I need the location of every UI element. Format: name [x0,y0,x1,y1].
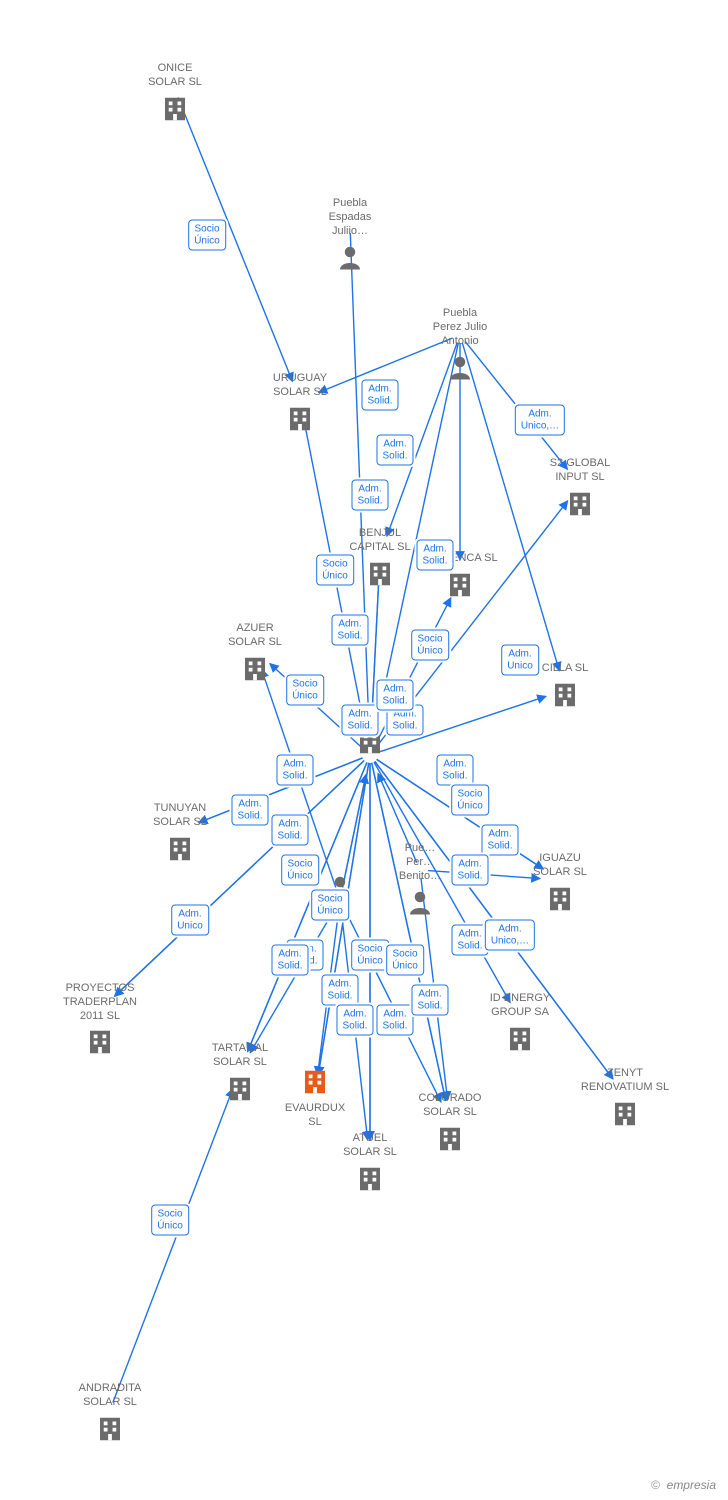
edge-label: Adm.Solid. [271,945,308,976]
node-label: URUGUAY SOLAR SL [255,372,345,400]
edge-label: SocioÚnico [188,220,226,251]
edge-label: SocioÚnico [151,1205,189,1236]
node-label: TUNUYAN SOLAR SL [135,802,225,830]
edge-label: Adm.Solid. [451,925,488,956]
company-icon [445,570,475,605]
edge-line [372,763,446,1101]
edge-label: SocioÚnico [351,940,389,971]
node-proyectos[interactable]: PROYECTOS TRADERPLAN 2011 SL [55,982,145,1062]
edge-label: SocioÚnico [286,675,324,706]
edge-label: Adm.Solid. [481,825,518,856]
node-label: ANDRADITA SOLAR SL [65,1382,155,1410]
node-label: ATUEL SOLAR SL [325,1132,415,1160]
edge-label: Adm.Solid. [376,1005,413,1036]
edge-label: SocioÚnico [411,630,449,661]
edge-label: SocioÚnico [311,890,349,921]
node-puebla_per[interactable]: Puebla Perez Julio Antonio [415,307,505,387]
company-icon [355,1164,385,1199]
edge-label: Adm.Unico [501,645,539,676]
node-label: IGUAZU SOLAR SL [515,852,605,880]
company-icon [285,404,315,439]
node-evaurdux[interactable]: EVAURDUX SL [270,1067,360,1134]
edge-label: Adm.Solid. [276,755,313,786]
node-puebla_esp[interactable]: Puebla Espadas Juliio… [305,197,395,277]
company-icon [545,884,575,919]
company-icon [505,1024,535,1059]
person-icon [405,887,435,922]
edge-label: Adm.Solid. [341,705,378,736]
node-label: Puebla Espadas Juliio… [305,197,395,238]
watermark: © empresia [651,1478,716,1492]
node-s2global[interactable]: S2 GLOBAL INPUT SL [535,457,625,524]
edge-label: Adm.Unico,… [485,920,535,951]
node-label: COLORADO SOLAR SL [405,1092,495,1120]
person-icon [445,352,475,387]
company-icon [365,559,395,594]
edge-label: SocioÚnico [451,785,489,816]
edge-line [113,1089,233,1403]
node-label: Puebla Perez Julio Antonio [415,307,505,348]
edge-label: Adm.Unico [171,905,209,936]
person-icon [335,242,365,277]
company-icon [610,1099,640,1134]
company-icon [85,1027,115,1062]
edge-line [372,763,446,1101]
node-label: TARTAGAL SOLAR SL [195,1042,285,1070]
company-icon [550,680,580,715]
node-label: BENJUL CAPITAL SL [335,527,425,555]
company-icon [225,1074,255,1109]
node-colorado[interactable]: COLORADO SOLAR SL [405,1092,495,1159]
node-uruguay[interactable]: URUGUAY SOLAR SL [255,372,345,439]
edge-label: SocioÚnico [386,945,424,976]
watermark-brand: empresia [667,1478,716,1492]
edge-label: Adm.Solid. [416,540,453,571]
edge-label: Adm.Solid. [321,975,358,1006]
node-andradita[interactable]: ANDRADITA SOLAR SL [65,1382,155,1449]
company-icon [240,654,270,689]
edge-label: Adm.Solid. [271,815,308,846]
node-label: ZENYT RENOVATIUM SL [580,1067,670,1095]
edge-label: Adm.Solid. [336,1005,373,1036]
edge-label: Adm.Unico,… [515,405,565,436]
node-onice[interactable]: ONICE SOLAR SL [130,62,220,129]
node-label: AZUER SOLAR SL [210,622,300,650]
node-iguazu[interactable]: IGUAZU SOLAR SL [515,852,605,919]
node-idenergy[interactable]: ID ENERGY GROUP SA [475,992,565,1059]
edge-label: Adm.Solid. [361,380,398,411]
company-icon [565,489,595,524]
node-zenyt[interactable]: ZENYT RENOVATIUM SL [580,1067,670,1134]
node-label: ID ENERGY GROUP SA [475,992,565,1020]
edge-label: SocioÚnico [316,555,354,586]
node-label: EVAURDUX SL [270,1102,360,1130]
edge-label: Adm.Solid. [451,855,488,886]
edge-label: Adm.Solid. [376,680,413,711]
company-icon [160,94,190,129]
edge-label: Adm.Solid. [411,985,448,1016]
edge-label: SocioÚnico [281,855,319,886]
node-atuel[interactable]: ATUEL SOLAR SL [325,1132,415,1199]
node-label: ONICE SOLAR SL [130,62,220,90]
company-icon [95,1414,125,1449]
edge-label: Adm.Solid. [436,755,473,786]
company-icon [165,834,195,869]
node-label: PROYECTOS TRADERPLAN 2011 SL [55,982,145,1023]
company-icon [300,1067,330,1102]
edge-label: Adm.Solid. [231,795,268,826]
node-label: S2 GLOBAL INPUT SL [535,457,625,485]
edge-label: Adm.Solid. [331,615,368,646]
network-diagram: ONICE SOLAR SL Puebla Espadas Juliio… Pueb… [0,0,728,1500]
node-tunuyan[interactable]: TUNUYAN SOLAR SL [135,802,225,869]
company-icon [435,1124,465,1159]
edge-label: Adm.Solid. [376,435,413,466]
watermark-symbol: © [651,1478,660,1492]
edge-label: Adm.Solid. [351,480,388,511]
